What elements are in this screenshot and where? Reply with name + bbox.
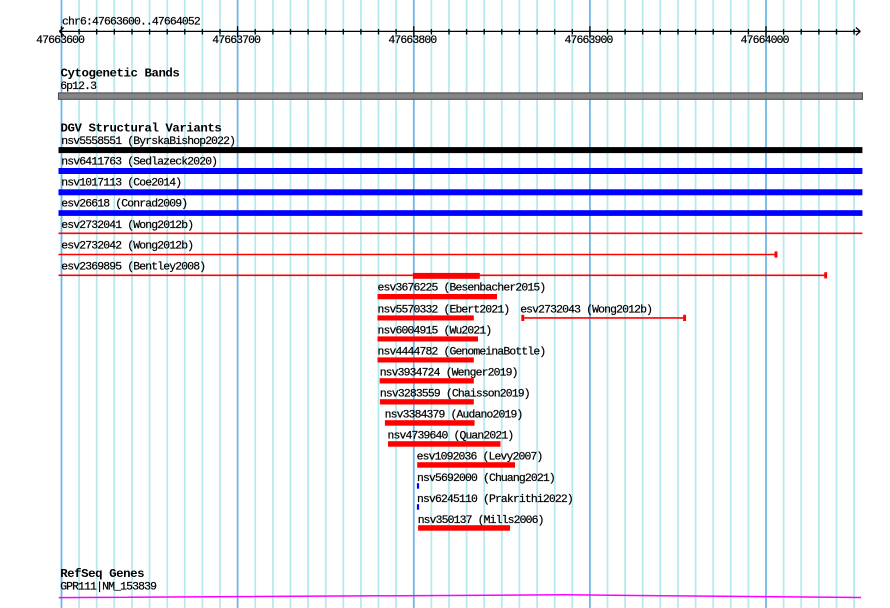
svg-text:47663800: 47663800 xyxy=(388,35,437,47)
svg-text:esv2732043 (Wong2012b): esv2732043 (Wong2012b) xyxy=(520,304,652,316)
svg-text:nsv6245110 (Prakrithi2022): nsv6245110 (Prakrithi2022) xyxy=(417,494,573,506)
svg-text:nsv3283559 (Chaisson2019): nsv3283559 (Chaisson2019) xyxy=(380,389,530,401)
svg-text:nsv350137 (Mills2006): nsv350137 (Mills2006) xyxy=(418,515,544,527)
svg-text:nsv4739640 (Quan2021): nsv4739640 (Quan2021) xyxy=(388,431,514,443)
svg-text:nsv4444782 (GenomeinaBottle): nsv4444782 (GenomeinaBottle) xyxy=(378,347,546,359)
svg-text:47663700: 47663700 xyxy=(212,35,261,47)
svg-text:47663900: 47663900 xyxy=(565,35,614,47)
svg-text:chr6:47663600..47664052: chr6:47663600..47664052 xyxy=(62,17,201,29)
svg-text:DGV Structural Variants: DGV Structural Variants xyxy=(61,121,222,135)
svg-text:nsv6411763 (Sedlazeck2020): nsv6411763 (Sedlazeck2020) xyxy=(61,157,217,169)
svg-text:47663600: 47663600 xyxy=(36,35,85,47)
svg-text:47664000: 47664000 xyxy=(741,35,790,47)
svg-text:RefSeq Genes: RefSeq Genes xyxy=(60,567,144,581)
svg-text:esv26618 (Conrad2009): esv26618 (Conrad2009) xyxy=(61,198,187,210)
svg-text:esv1092036 (Levy2007): esv1092036 (Levy2007) xyxy=(417,452,543,464)
svg-text:nsv6004915 (Wu2021): nsv6004915 (Wu2021) xyxy=(378,326,492,338)
svg-text:esv2369895 (Bentley2008): esv2369895 (Bentley2008) xyxy=(61,261,205,273)
svg-text:Cytogenetic Bands: Cytogenetic Bands xyxy=(61,67,180,81)
svg-text:GPR111|NM_153839: GPR111|NM_153839 xyxy=(60,581,157,593)
svg-text:esv3676225 (Besenbacher2015): esv3676225 (Besenbacher2015) xyxy=(378,283,546,295)
svg-text:6p12.3: 6p12.3 xyxy=(60,81,97,93)
svg-text:nsv5558551 (ByrskaBishop2022): nsv5558551 (ByrskaBishop2022) xyxy=(61,136,235,148)
svg-text:nsv3934724 (Wenger2019): nsv3934724 (Wenger2019) xyxy=(380,367,518,379)
svg-text:esv2732041 (Wong2012b): esv2732041 (Wong2012b) xyxy=(61,220,193,232)
svg-text:esv2732042 (Wong2012b): esv2732042 (Wong2012b) xyxy=(61,241,193,253)
svg-text:nsv1017113 (Coe2014): nsv1017113 (Coe2014) xyxy=(61,178,181,190)
svg-text:nsv5570332 (Ebert2021): nsv5570332 (Ebert2021) xyxy=(378,304,510,316)
svg-text:nsv3384379 (Audano2019): nsv3384379 (Audano2019) xyxy=(385,410,523,422)
svg-text:nsv5692000 (Chuang2021): nsv5692000 (Chuang2021) xyxy=(417,473,555,485)
